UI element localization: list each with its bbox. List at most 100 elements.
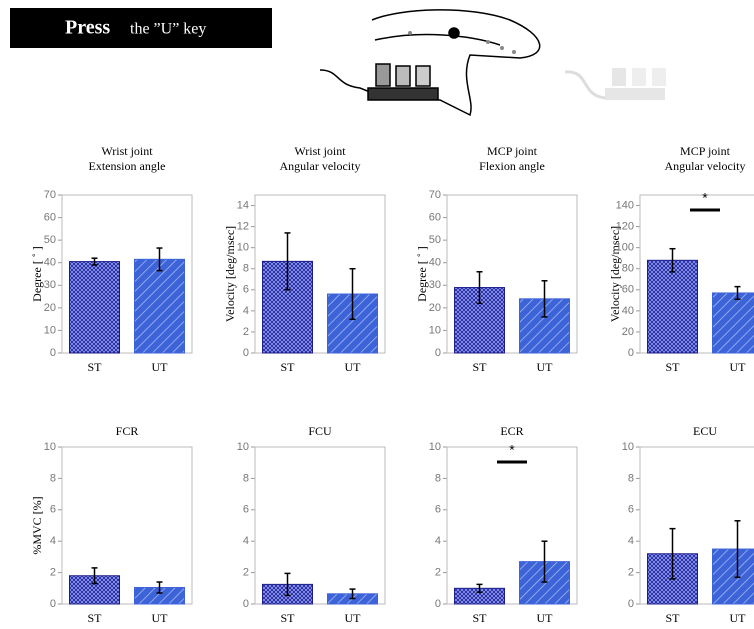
plot-frame	[639, 194, 754, 354]
significance-label: *	[509, 442, 515, 458]
x-tick-label: UT	[345, 611, 362, 625]
x-tick-label: UT	[537, 611, 554, 625]
error-bar	[669, 527, 676, 580]
x-tick-label: UT	[345, 360, 362, 374]
chart-title: FCU	[308, 424, 332, 438]
x-tick-label: ST	[280, 360, 295, 374]
y-tick-label: 0	[628, 598, 634, 610]
y-tick-label: 6	[435, 504, 441, 516]
y-axis-label: Velocity [deg/msec]	[223, 226, 237, 322]
y-axis-label: %MVC [%]	[30, 496, 44, 554]
error-bar	[91, 567, 98, 585]
chart-panel: FCU 0 2 4 6 8 10 ST UT	[237, 424, 386, 625]
x-tick-label: ST	[665, 611, 680, 625]
y-tick-label: 2	[50, 567, 56, 579]
y-tick-label: 8	[628, 472, 634, 484]
plot-frame	[446, 446, 578, 605]
significance-label: *	[702, 190, 708, 206]
bar	[134, 258, 185, 354]
hand-illustration	[319, 9, 666, 117]
chart-subtitle: Angular velocity	[280, 159, 361, 173]
banner: Press the ”U” key	[10, 8, 272, 48]
y-tick-label: 70	[44, 189, 56, 201]
y-tick-label: 10	[622, 441, 634, 453]
plot-frame	[254, 194, 386, 354]
y-tick-label: 4	[243, 535, 249, 547]
chart-subtitle: Extension angle	[89, 159, 166, 173]
y-tick-label: 40	[429, 257, 441, 269]
y-tick-label: 0	[628, 347, 634, 359]
y-tick-label: 10	[237, 242, 249, 254]
y-tick-label: 60	[429, 211, 441, 223]
y-tick-label: 60	[44, 211, 56, 223]
banner-text: the ”U” key	[130, 21, 206, 38]
error-bar	[734, 520, 741, 579]
bar	[69, 261, 120, 354]
y-tick-label: 2	[628, 567, 634, 579]
x-tick-label: UT	[730, 611, 747, 625]
y-tick-label: 10	[237, 441, 249, 453]
chart-title: FCR	[116, 424, 139, 438]
y-tick-label: 6	[50, 504, 56, 516]
y-tick-label: 40	[44, 257, 56, 269]
y-tick-label: 30	[44, 279, 56, 291]
bar	[712, 548, 754, 605]
y-tick-label: 20	[429, 302, 441, 314]
plot-frame	[446, 194, 578, 354]
y-tick-label: 0	[243, 598, 249, 610]
error-bar	[349, 588, 356, 600]
error-bar	[156, 581, 163, 594]
y-tick-label: 40	[622, 305, 634, 317]
y-tick-label: 0	[435, 347, 441, 359]
y-tick-label: 6	[243, 504, 249, 516]
plot-frame	[254, 446, 386, 605]
y-tick-label: 100	[616, 242, 634, 254]
x-tick-label: UT	[537, 360, 554, 374]
error-bar	[91, 257, 98, 266]
y-tick-label: 80	[622, 263, 634, 275]
x-tick-label: UT	[730, 360, 747, 374]
y-tick-label: 20	[44, 302, 56, 314]
chart-panel: FCR %MVC [%] 0 2 4 6 8 10 ST UT	[30, 424, 193, 625]
error-bar	[541, 540, 548, 583]
y-tick-label: 0	[435, 598, 441, 610]
y-tick-label: 30	[429, 279, 441, 291]
x-tick-label: ST	[665, 360, 680, 374]
bar	[647, 259, 698, 354]
bar	[712, 292, 754, 354]
error-bar	[284, 232, 291, 291]
y-tick-label: 14	[237, 199, 249, 211]
chart-subtitle: Flexion angle	[479, 159, 545, 173]
error-bar	[156, 247, 163, 272]
y-tick-label: 10	[429, 441, 441, 453]
y-tick-label: 70	[429, 189, 441, 201]
y-tick-label: 8	[50, 472, 56, 484]
x-tick-label: ST	[87, 611, 102, 625]
y-tick-label: 10	[429, 324, 441, 336]
chart-title: Wrist joint	[294, 144, 346, 158]
y-axis-label: Velocity [deg/msec]	[608, 226, 622, 322]
y-tick-label: 8	[435, 472, 441, 484]
y-tick-label: 10	[44, 324, 56, 336]
x-tick-label: ST	[280, 611, 295, 625]
error-bar	[669, 247, 676, 273]
y-tick-label: 2	[243, 326, 249, 338]
plot-frame	[61, 194, 193, 354]
y-tick-label: 2	[243, 567, 249, 579]
chart-title: ECU	[693, 424, 717, 438]
banner-box	[10, 8, 272, 48]
banner-bold: Press	[65, 17, 110, 39]
y-tick-label: 0	[243, 347, 249, 359]
y-tick-label: 120	[616, 221, 634, 233]
y-tick-label: 0	[50, 598, 56, 610]
y-tick-label: 4	[435, 535, 441, 547]
chart-panel: ECU 0 2 4 6 8 10 ST UT	[622, 424, 754, 625]
y-tick-label: 140	[616, 199, 634, 211]
y-tick-label: 4	[243, 305, 249, 317]
y-axis-label: Degree [ ˚ ]	[30, 246, 44, 302]
x-tick-label: ST	[472, 611, 487, 625]
